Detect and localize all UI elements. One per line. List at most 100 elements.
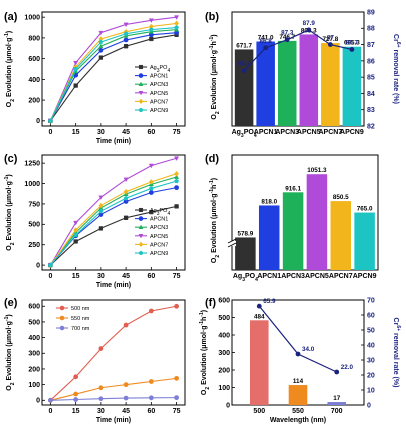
x-tick-label: 45 [122, 129, 130, 136]
point-700 nm [73, 397, 79, 402]
legend-label: Ag3PO4 [150, 65, 170, 74]
point-500 nm [73, 374, 79, 380]
plot-frame [41, 299, 186, 406]
legend-marker [138, 207, 144, 213]
bar-value-label: 578.9 [238, 230, 254, 237]
bar-value-label: 765.0 [357, 206, 373, 213]
point-Ag3PO4 [98, 55, 104, 60]
panel-a: 0 15 30 45 60 75 0 200 400 600 800 1000 Time (min) O2… [4, 11, 186, 145]
legend-marker [138, 224, 144, 229]
x-tick-label: 60 [147, 408, 155, 415]
point-APCN3 [98, 43, 104, 49]
plot-frame [231, 154, 379, 271]
x-tick-label: 15 [72, 273, 80, 280]
removal-point [334, 369, 340, 375]
x-tick-label: 60 [147, 129, 155, 136]
point-Ag3PO4 [123, 44, 129, 49]
removal-line [258, 305, 337, 373]
x-tick-label: APCN7 [318, 129, 342, 136]
axis-break-gap [228, 241, 236, 246]
bar-550 [288, 385, 308, 405]
x-tick-label: 700 [331, 408, 343, 415]
series-line-APCN7 [49, 173, 177, 266]
y-tick-label: 400 [28, 77, 40, 84]
legend-label: APCN9 [150, 251, 168, 257]
removal-value-label: 87.9 [303, 20, 316, 27]
legend-marker [138, 81, 144, 86]
panel-letter: (a) [4, 11, 18, 23]
bar-700 [327, 402, 347, 405]
bar-value-label: 17 [333, 395, 341, 402]
y2-tick-label: 20 [367, 372, 375, 379]
y-tick-label: 400 [218, 332, 230, 339]
series-line-APCN9 [49, 27, 177, 122]
y-tick-label: 200 [28, 97, 40, 104]
bar-value-label: 671.7 [236, 42, 252, 49]
y-tick-label: 1250 [24, 161, 40, 168]
y-tick-label: 600 [218, 297, 230, 304]
y2-axis-label: Cr6+ removal rate (%) [392, 318, 401, 388]
removal-value-label: 22.0 [341, 364, 354, 371]
y2-tick-label: 82 [367, 123, 375, 130]
y-tick-label: 250 [28, 242, 40, 249]
legend-marker [59, 315, 65, 321]
y2-tick-label: 0 [367, 402, 371, 409]
removal-point [256, 303, 262, 309]
removal-point [306, 27, 312, 33]
point-700 nm [174, 395, 179, 401]
bar-value-label: 818.0 [261, 198, 277, 205]
legend-marker [138, 91, 144, 96]
point-Ag3PO4 [73, 239, 78, 244]
point-550 nm [123, 382, 129, 388]
y-tick-label: 200 [28, 366, 40, 373]
bar-APCN1 [258, 205, 280, 270]
series-line-APCN3 [49, 29, 177, 122]
bar-value-label: 741.0 [258, 35, 274, 42]
y2-tick-label: 40 [367, 342, 375, 349]
y2-axis-label: Cr6+ removal rate (%) [392, 34, 401, 104]
y2-tick-label: 10 [367, 387, 375, 394]
x-tick-label: 0 [48, 129, 52, 136]
y-tick-label: 600 [28, 304, 40, 311]
axis-break-mark [227, 238, 237, 244]
x-tick-label: 0 [48, 273, 52, 280]
point-APCN5 [98, 30, 104, 36]
series-line-700 nm [50, 397, 177, 401]
bar-APCN9 [342, 46, 362, 126]
y-tick-label: 100 [218, 385, 230, 392]
legend-marker [138, 234, 144, 239]
bar-value-label: 727.8 [322, 36, 338, 43]
y2-tick-label: 83 [367, 107, 375, 114]
point-APCN5 [174, 156, 180, 161]
y-tick-label: 300 [28, 351, 40, 358]
y2-tick-label: 30 [367, 357, 375, 364]
removal-point [327, 42, 333, 47]
point-APCN1 [174, 185, 179, 191]
panel-letter: (f) [205, 297, 216, 309]
point-700 nm [98, 396, 104, 402]
point-APCN1 [148, 190, 154, 195]
y-axis-label: O2 Evolution (μmol·g-1) [4, 314, 16, 390]
plot-frame [41, 154, 186, 271]
y-tick-label: 200 [218, 367, 230, 374]
point-Ag3PO4 [123, 215, 129, 220]
y-tick-label: 0 [36, 263, 40, 270]
x-tick-label: Ag3PO4 [232, 129, 257, 139]
legend-label: 700 nm [71, 326, 90, 332]
point-APCN5 [174, 15, 180, 20]
point-APCN5 [98, 195, 104, 201]
series-line-550 nm [50, 377, 177, 401]
legend-label: APCN3 [150, 82, 168, 88]
x-tick-label: APCN7 [329, 273, 353, 280]
removal-value-label: 34.0 [302, 346, 315, 353]
y-axis-label: O2 Evolution (μmol·g-1) [4, 31, 16, 107]
point-550 nm [174, 375, 179, 381]
x-tick-label: 75 [173, 273, 181, 280]
y-axis-label: O2 Evolution (μmol·g-1h-1) [199, 310, 211, 395]
point-Ag3PO4 [73, 83, 78, 88]
bar-APCN7 [330, 201, 352, 270]
x-tick-label: 45 [122, 408, 130, 415]
